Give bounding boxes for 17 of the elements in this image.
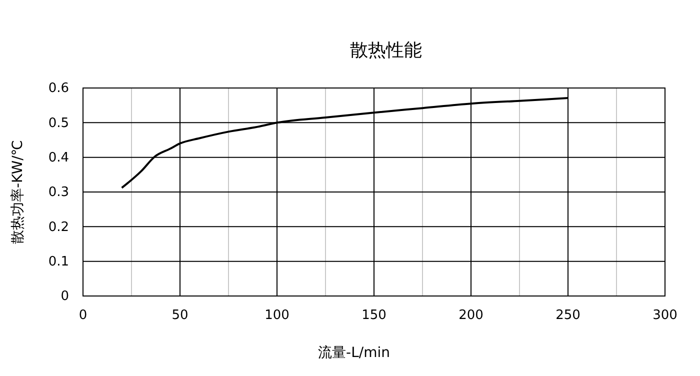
x-tick-label: 300 xyxy=(652,308,678,324)
x-tick-label: 250 xyxy=(556,308,580,324)
y-tick-label: 0.4 xyxy=(48,150,69,166)
y-tick-label: 0 xyxy=(60,289,69,304)
x-tick-label: 150 xyxy=(362,308,386,324)
x-axis-title: 流量-L/min xyxy=(318,345,390,361)
y-tick-label: 0.2 xyxy=(48,220,69,235)
x-tick-label: 100 xyxy=(264,308,290,324)
x-tick-label: 0 xyxy=(78,308,88,324)
x-tick-label: 200 xyxy=(458,308,484,324)
y-tick-label: 0.6 xyxy=(48,81,69,96)
chart-title: 散热性能 xyxy=(350,40,422,61)
y-tick-label: 0.3 xyxy=(48,185,69,200)
y-axis-title: 散热功率-KW/℃ xyxy=(10,140,26,244)
y-tick-label: 0.1 xyxy=(48,254,69,270)
y-tick-label: 0.5 xyxy=(48,116,69,131)
x-tick-label: 50 xyxy=(172,308,188,324)
